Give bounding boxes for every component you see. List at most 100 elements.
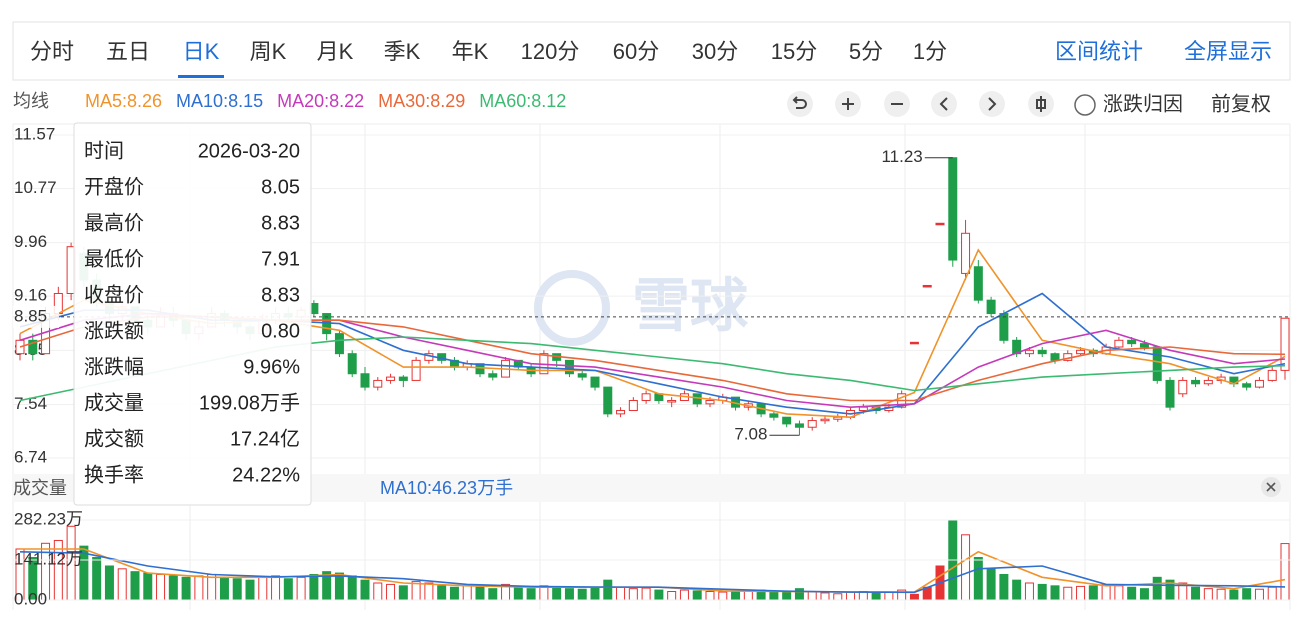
tab[interactable]: 1分 <box>913 39 947 64</box>
tooltip-key: 涨跌额 <box>84 319 144 342</box>
tab-action[interactable]: 全屏显示 <box>1184 39 1272 64</box>
legend-entry: MA30:8.29 <box>378 91 465 111</box>
candle-body <box>820 418 830 422</box>
candle-body <box>909 341 919 345</box>
volume-bar <box>143 572 153 601</box>
tooltip-value: 9.96% <box>243 356 300 378</box>
volume-bar <box>334 572 344 601</box>
volume-bar <box>232 578 242 601</box>
tab[interactable]: 月K <box>317 39 354 64</box>
tab[interactable]: 15分 <box>771 39 817 64</box>
volume-bar <box>347 575 357 601</box>
candle-body <box>1178 379 1188 395</box>
radio[interactable] <box>1074 94 1096 116</box>
tab[interactable]: 周K <box>250 39 287 64</box>
volume-bar <box>1229 589 1239 601</box>
volume-bar <box>194 575 204 601</box>
volume-bar <box>488 588 498 601</box>
option[interactable]: 前复权 <box>1211 92 1271 115</box>
tab[interactable]: 日K <box>183 39 220 64</box>
legend-entry: MA60:8.12 <box>479 91 566 111</box>
right-button[interactable] <box>979 91 1005 117</box>
tab[interactable]: 120分 <box>521 39 580 64</box>
volume-bar <box>1076 585 1086 601</box>
tooltip-value: 0.80 <box>261 320 300 342</box>
last-price-bg <box>13 305 59 328</box>
volume-bar <box>679 589 689 601</box>
candle-body <box>1165 379 1175 408</box>
volume-bar <box>168 575 178 601</box>
tooltip-key: 换手率 <box>84 463 144 486</box>
option[interactable]: 涨跌归因 <box>1103 92 1183 115</box>
volume-bar <box>1280 543 1290 601</box>
candle-body <box>28 339 38 355</box>
tooltip-key: 成交额 <box>84 427 144 450</box>
volume-bar <box>309 573 319 601</box>
volume-bar <box>1024 582 1034 601</box>
tooltip-key: 涨跌幅 <box>84 355 144 378</box>
volume-bar <box>130 571 140 601</box>
volume-bar <box>462 585 472 601</box>
volume-bar <box>437 585 447 601</box>
volume-bar <box>807 590 817 601</box>
tab[interactable]: 分时 <box>30 39 74 64</box>
candle-body <box>935 222 945 226</box>
tab[interactable]: 季K <box>384 39 421 64</box>
icon-glyphs <box>792 96 1046 112</box>
tab-underline <box>178 75 224 78</box>
volume-bar <box>117 568 127 601</box>
candle-body <box>590 376 600 388</box>
volume-bar <box>398 585 408 601</box>
y-tick-label: 9.16 <box>14 286 47 305</box>
volume-bar <box>104 565 114 601</box>
candle-body <box>603 386 613 415</box>
candle-body <box>1267 369 1277 381</box>
candle-body <box>628 399 638 412</box>
tab[interactable]: 30分 <box>692 39 738 64</box>
volume-bar <box>564 588 574 601</box>
tab[interactable]: 5分 <box>849 39 883 64</box>
tab[interactable]: 年K <box>452 39 489 64</box>
tab-action[interactable]: 区间统计 <box>1055 39 1143 64</box>
left-button[interactable] <box>931 91 957 117</box>
volume-bar <box>207 573 217 601</box>
volume-bar <box>577 588 587 601</box>
candle-body <box>794 423 804 428</box>
volume-bar <box>245 579 255 601</box>
candle-body <box>999 313 1009 341</box>
volume-bar <box>718 591 728 601</box>
volume-bar <box>909 593 919 601</box>
close-glyph <box>1266 482 1276 492</box>
volume-bar <box>181 576 191 601</box>
tooltip-key: 最高价 <box>84 211 144 234</box>
tab[interactable]: 60分 <box>613 39 659 64</box>
volume-bar <box>1127 586 1137 601</box>
volume-bar <box>769 590 779 601</box>
legend-entry: MA5:8.26 <box>85 91 162 111</box>
y-tick-label: 10.77 <box>14 178 57 197</box>
volume-bar <box>705 590 715 601</box>
volume-bar <box>794 588 804 601</box>
volume-bar <box>986 568 996 601</box>
volume-bar <box>1037 583 1047 601</box>
volume-bar <box>1050 585 1060 601</box>
tooltip-key: 收盘价 <box>84 283 144 306</box>
tab-bar <box>12 21 1291 81</box>
volume-bar <box>219 576 229 601</box>
undo-button[interactable] <box>787 91 813 117</box>
y-tick-label: 7.54 <box>14 394 47 413</box>
candle-body <box>1024 349 1034 355</box>
candle-body <box>986 299 996 315</box>
tooltip-value: 7.91 <box>261 248 300 270</box>
volume-bar <box>296 576 306 601</box>
last-price-label: 8.85 <box>14 306 47 325</box>
candle-body <box>1254 379 1264 388</box>
candle-body <box>641 393 651 401</box>
tooltip-value: 17.24亿 <box>230 427 300 450</box>
volume-bar <box>641 587 651 601</box>
candle-body <box>1114 339 1124 348</box>
tooltip-key: 成交量 <box>84 391 144 414</box>
tab[interactable]: 五日 <box>106 39 150 64</box>
candle-body <box>1037 349 1047 355</box>
volume-bar <box>743 590 753 601</box>
